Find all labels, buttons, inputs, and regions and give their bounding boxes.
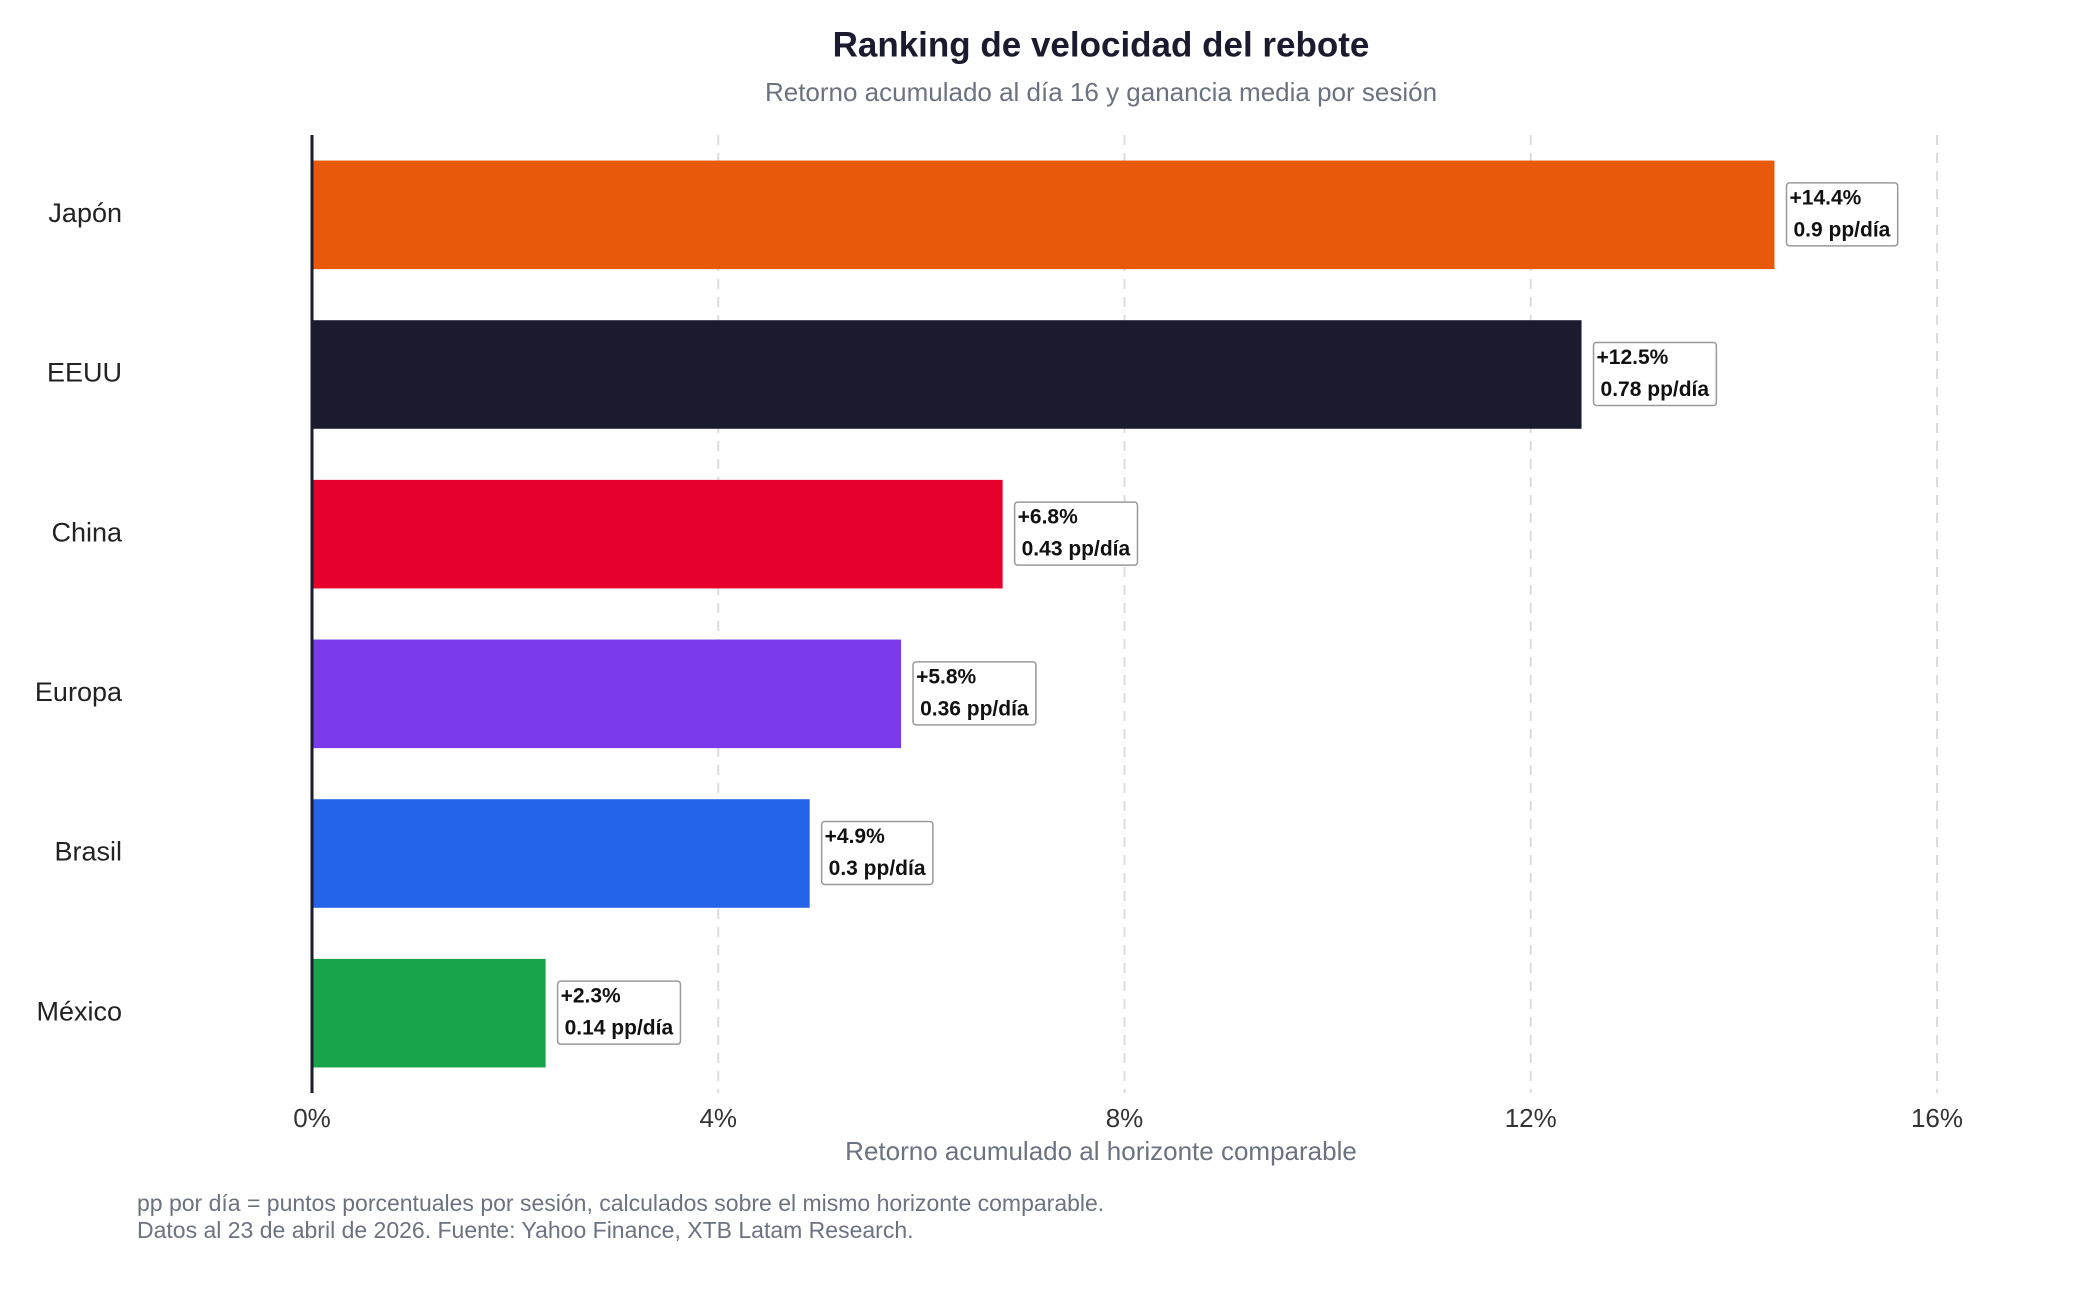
y-tick-label: China xyxy=(51,517,123,547)
y-tick-label: EEUU xyxy=(47,358,122,388)
label-box xyxy=(556,980,682,1045)
x-tick-label: 8% xyxy=(1106,1103,1144,1133)
bar xyxy=(312,799,810,908)
x-tick-label: 4% xyxy=(699,1103,737,1133)
rate-label: 0.36 pp/día xyxy=(920,697,1029,720)
rate-label: 0.9 pp/día xyxy=(1794,218,1891,241)
x-tick-label: 12% xyxy=(1505,1103,1557,1133)
value-label: +12.5% xyxy=(1597,346,1669,369)
data-label: +14.4% 0.9 pp/día xyxy=(1785,182,1899,247)
footnote: pp por día = puntos porcentuales por ses… xyxy=(137,1190,1104,1216)
value-label: +5.8% xyxy=(916,665,976,688)
value-label: +2.3% xyxy=(561,985,621,1008)
label-box xyxy=(1785,182,1899,247)
label-box xyxy=(1592,341,1718,407)
x-tick-label: 16% xyxy=(1911,1103,1963,1133)
value-label: +6.8% xyxy=(1018,506,1078,529)
label-box xyxy=(1013,501,1139,566)
chart-title: Ranking de velocidad del rebote xyxy=(833,25,1370,64)
bar xyxy=(312,479,1003,589)
y-tick-label: México xyxy=(36,996,122,1026)
y-tick-label: Brasil xyxy=(54,837,122,867)
rate-label: 0.3 pp/día xyxy=(829,857,926,880)
value-label: +14.4% xyxy=(1790,186,1862,209)
x-axis-label: Retorno acumulado al horizonte comparabl… xyxy=(845,1136,1357,1166)
bar xyxy=(312,320,1582,429)
chart-subtitle: Retorno acumulado al día 16 y ganancia m… xyxy=(765,77,1437,107)
label-box xyxy=(820,820,934,886)
y-tick-label: Japón xyxy=(48,198,122,228)
rate-label: 0.78 pp/día xyxy=(1601,378,1710,401)
label-box xyxy=(912,661,1037,726)
data-label: +2.3% 0.14 pp/día xyxy=(556,980,682,1045)
data-label: +12.5% 0.78 pp/día xyxy=(1592,341,1718,407)
data-label: +5.8% 0.36 pp/día xyxy=(912,661,1037,726)
rate-label: 0.14 pp/día xyxy=(565,1017,674,1040)
rate-label: 0.43 pp/día xyxy=(1022,538,1131,561)
bar xyxy=(312,160,1775,270)
footnote: Datos al 23 de abril de 2026. Fuente: Ya… xyxy=(137,1217,914,1243)
bar xyxy=(312,639,902,749)
data-label: +6.8% 0.43 pp/día xyxy=(1013,501,1139,566)
data-label: +4.9% 0.3 pp/día xyxy=(820,820,934,886)
value-label: +4.9% xyxy=(825,825,885,848)
bar xyxy=(312,958,546,1068)
y-tick-label: Europa xyxy=(35,677,123,707)
x-tick-label: 0% xyxy=(293,1103,331,1133)
